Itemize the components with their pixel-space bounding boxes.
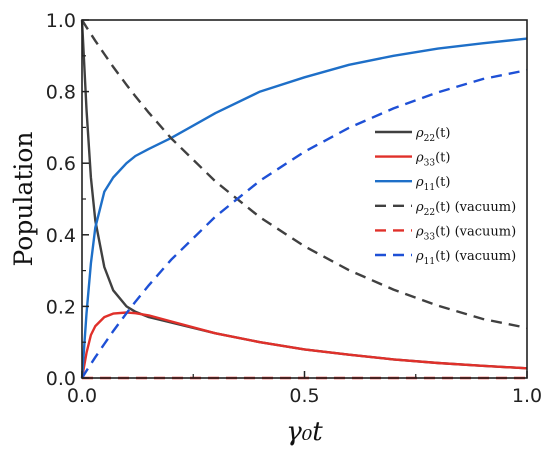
legend: ρ22(t) ρ33(t) ρ11(t) ρ22(t) (vacuum) ρ33(t) … (375, 126, 516, 267)
legend-label-5: ρ11(t) (vacuum) (415, 249, 516, 267)
legend-label-4: ρ33(t) (vacuum) (415, 224, 516, 242)
y-tick-label: 0.6 (46, 153, 76, 175)
x-tick-label: 0.0 (67, 385, 97, 407)
ticks-layer: 0.0 0.5 1.0 0.0 0.2 0.4 0.6 0.8 1.0 (46, 10, 542, 407)
y-tick-label: 0.0 (46, 368, 76, 390)
y-tick-label: 1.0 (46, 10, 76, 32)
y-tick-label: 0.8 (46, 82, 76, 104)
legend-label-3: ρ22(t) (vacuum) (415, 200, 516, 218)
legend-label-0: ρ22(t) (415, 126, 450, 144)
legend-label-1: ρ33(t) (415, 151, 450, 169)
series-line-5 (80, 68, 528, 379)
legend-label-2: ρ11(t) (415, 175, 450, 193)
series-line-1 (80, 311, 528, 379)
y-axis-title: Population (9, 131, 38, 266)
x-axis-title: γ₀t (286, 417, 323, 447)
series-line-3 (80, 19, 528, 330)
y-tick-label: 0.4 (46, 225, 76, 247)
x-tick-label: 1.0 (512, 385, 542, 407)
y-tick-label: 0.2 (46, 296, 76, 318)
x-tick-label: 0.5 (289, 385, 319, 407)
series-line-2 (80, 37, 528, 379)
